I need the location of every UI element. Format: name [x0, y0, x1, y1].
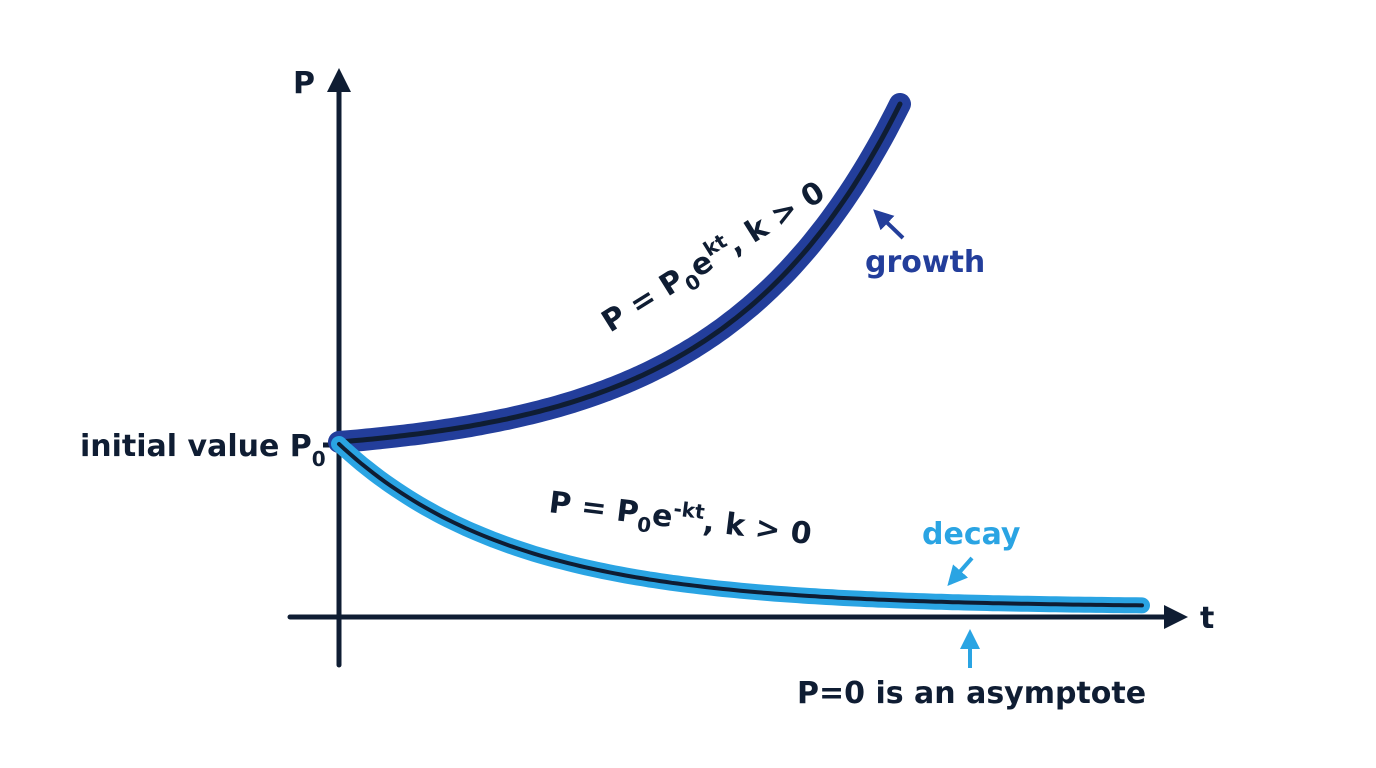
decay-label: decay [922, 517, 1021, 552]
growth-curve-band [328, 93, 911, 453]
decay-formula-lhs: P = P [547, 485, 641, 531]
x-axis-label: t [1200, 601, 1214, 636]
growth-callout-arrow [873, 209, 905, 240]
growth-curve-line [336, 101, 903, 445]
initial-value-subscript: 0 [312, 447, 326, 471]
decay-formula: P = P0e-kt, k > 0 [546, 481, 814, 557]
decay-formula-exp: -kt [672, 496, 706, 524]
growth-label: growth [865, 245, 985, 280]
y-axis-arrowhead [327, 68, 351, 92]
y-axis-label: P [293, 66, 315, 101]
initial-value-label: initial value P0 [80, 429, 326, 471]
x-axis-arrowhead [1164, 605, 1188, 629]
decay-formula-base: e [650, 498, 674, 535]
decay-formula-sub: 0 [636, 512, 653, 538]
decay-formula-tail: , k > 0 [701, 504, 813, 552]
growth-formula-lhs: P = P [596, 262, 691, 339]
decay-callout-arrow [947, 556, 974, 587]
initial-value-text: initial value P [80, 429, 312, 464]
decay-curve-line [337, 442, 1144, 608]
asymptote-note: P=0 is an asymptote [797, 676, 1146, 711]
